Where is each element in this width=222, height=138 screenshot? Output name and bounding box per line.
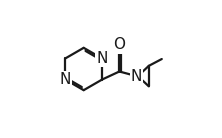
Text: N: N — [96, 51, 108, 66]
Text: N: N — [131, 69, 142, 84]
Text: N: N — [60, 72, 71, 87]
Text: O: O — [113, 37, 125, 52]
